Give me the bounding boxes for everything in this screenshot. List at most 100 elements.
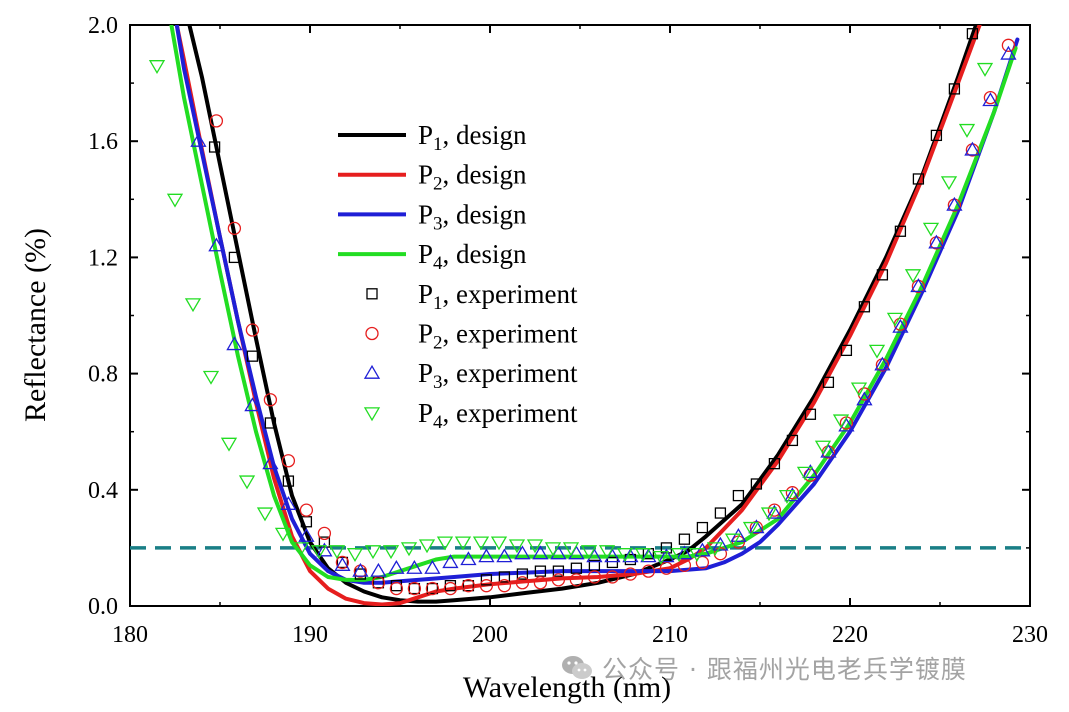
data-point [730, 527, 747, 542]
data-point [479, 579, 494, 593]
data-point [688, 548, 706, 563]
data-point [516, 568, 529, 580]
data-point [966, 28, 979, 40]
x-tick-label: 210 [652, 622, 688, 648]
legend-label: P3, design [418, 199, 527, 234]
data-point [480, 574, 493, 586]
data-point [964, 141, 981, 156]
data-point [388, 559, 405, 574]
data-point [904, 269, 922, 284]
legend-item: P1, design [338, 120, 527, 155]
data-point [850, 382, 868, 397]
data-point [496, 548, 513, 563]
data-point [732, 489, 745, 502]
series-line-p1-design [187, 25, 978, 604]
legend-label: P4, design [418, 239, 527, 274]
data-point [408, 582, 421, 595]
data-point [892, 318, 909, 333]
data-point [299, 503, 314, 517]
y-tick-label: 0.4 [88, 478, 118, 504]
y-tick-label: 1.2 [88, 245, 118, 271]
data-point [274, 527, 292, 542]
data-point [948, 83, 961, 95]
experiment-markers [148, 28, 1017, 596]
data-point [310, 545, 328, 560]
data-point [694, 542, 711, 557]
data-point [876, 269, 889, 281]
data-point [209, 114, 224, 128]
watermark-text: 公众号 · 跟福州光电老兵学镀膜 [602, 655, 967, 684]
data-point [264, 417, 277, 429]
data-point [508, 539, 526, 554]
data-point [1000, 45, 1017, 60]
data-point [208, 141, 221, 153]
data-point [983, 90, 998, 105]
data-point [263, 393, 278, 407]
legend-swatch [363, 364, 381, 379]
data-point [641, 564, 656, 578]
legend-item: P3, design [338, 199, 527, 234]
data-point [245, 323, 260, 337]
legend-label: P2, design [418, 160, 527, 195]
data-point [424, 559, 441, 574]
data-point [1001, 38, 1016, 52]
data-point [714, 507, 727, 519]
data-point [606, 556, 619, 569]
series-line-p2-design [174, 25, 982, 606]
data-point [767, 503, 782, 517]
data-point [868, 344, 886, 359]
x-tick-label: 220 [832, 622, 868, 648]
series-markers-p2-experiment [209, 38, 1016, 596]
series-line-p3-design [174, 25, 1020, 585]
data-point [886, 312, 904, 327]
data-point [498, 571, 511, 583]
data-point [930, 129, 943, 142]
data-point [922, 222, 940, 237]
data-point [318, 536, 331, 548]
data-point [760, 507, 778, 522]
data-point [912, 173, 925, 185]
data-point [840, 344, 853, 357]
series-markers-p3-experiment [190, 45, 1017, 577]
data-point [622, 548, 639, 563]
data-point [822, 376, 835, 388]
data-point [532, 545, 549, 560]
data-point [208, 237, 225, 252]
data-point [587, 570, 602, 584]
data-point [246, 350, 259, 362]
data-point [514, 545, 531, 560]
data-point [696, 521, 709, 534]
data-point [982, 92, 999, 107]
data-point [562, 542, 580, 557]
data-point [858, 301, 871, 313]
legend-swatch [363, 407, 381, 422]
x-tick-label: 190 [292, 622, 328, 648]
data-point [228, 251, 241, 264]
data-point [605, 570, 620, 584]
data-point [148, 60, 166, 74]
data-point [316, 542, 333, 557]
data-point [778, 489, 796, 504]
design-curves [169, 25, 1020, 606]
data-point [244, 397, 261, 412]
data-point [425, 581, 440, 596]
legend-label: P1, design [418, 120, 527, 155]
x-axis-title: Wavelength (nm) [463, 671, 671, 704]
data-point [426, 582, 439, 595]
data-point [910, 278, 927, 293]
data-point [490, 536, 508, 551]
data-point [442, 554, 459, 569]
x-tick-label: 230 [1012, 622, 1048, 648]
data-point [551, 573, 566, 587]
legend-item: P2, experiment [365, 319, 578, 354]
data-point [832, 414, 850, 429]
data-point [676, 545, 693, 560]
data-point [460, 551, 477, 566]
data-point [712, 536, 729, 551]
axis-ticks: 180 190 200 210 220 230 0.0 0.4 0.8 1.2 1.6 2.0 [88, 13, 1048, 648]
data-point [166, 193, 184, 208]
y-axis-title: Reflectance (%) [19, 228, 52, 422]
data-point [190, 132, 207, 147]
data-point [184, 298, 202, 313]
